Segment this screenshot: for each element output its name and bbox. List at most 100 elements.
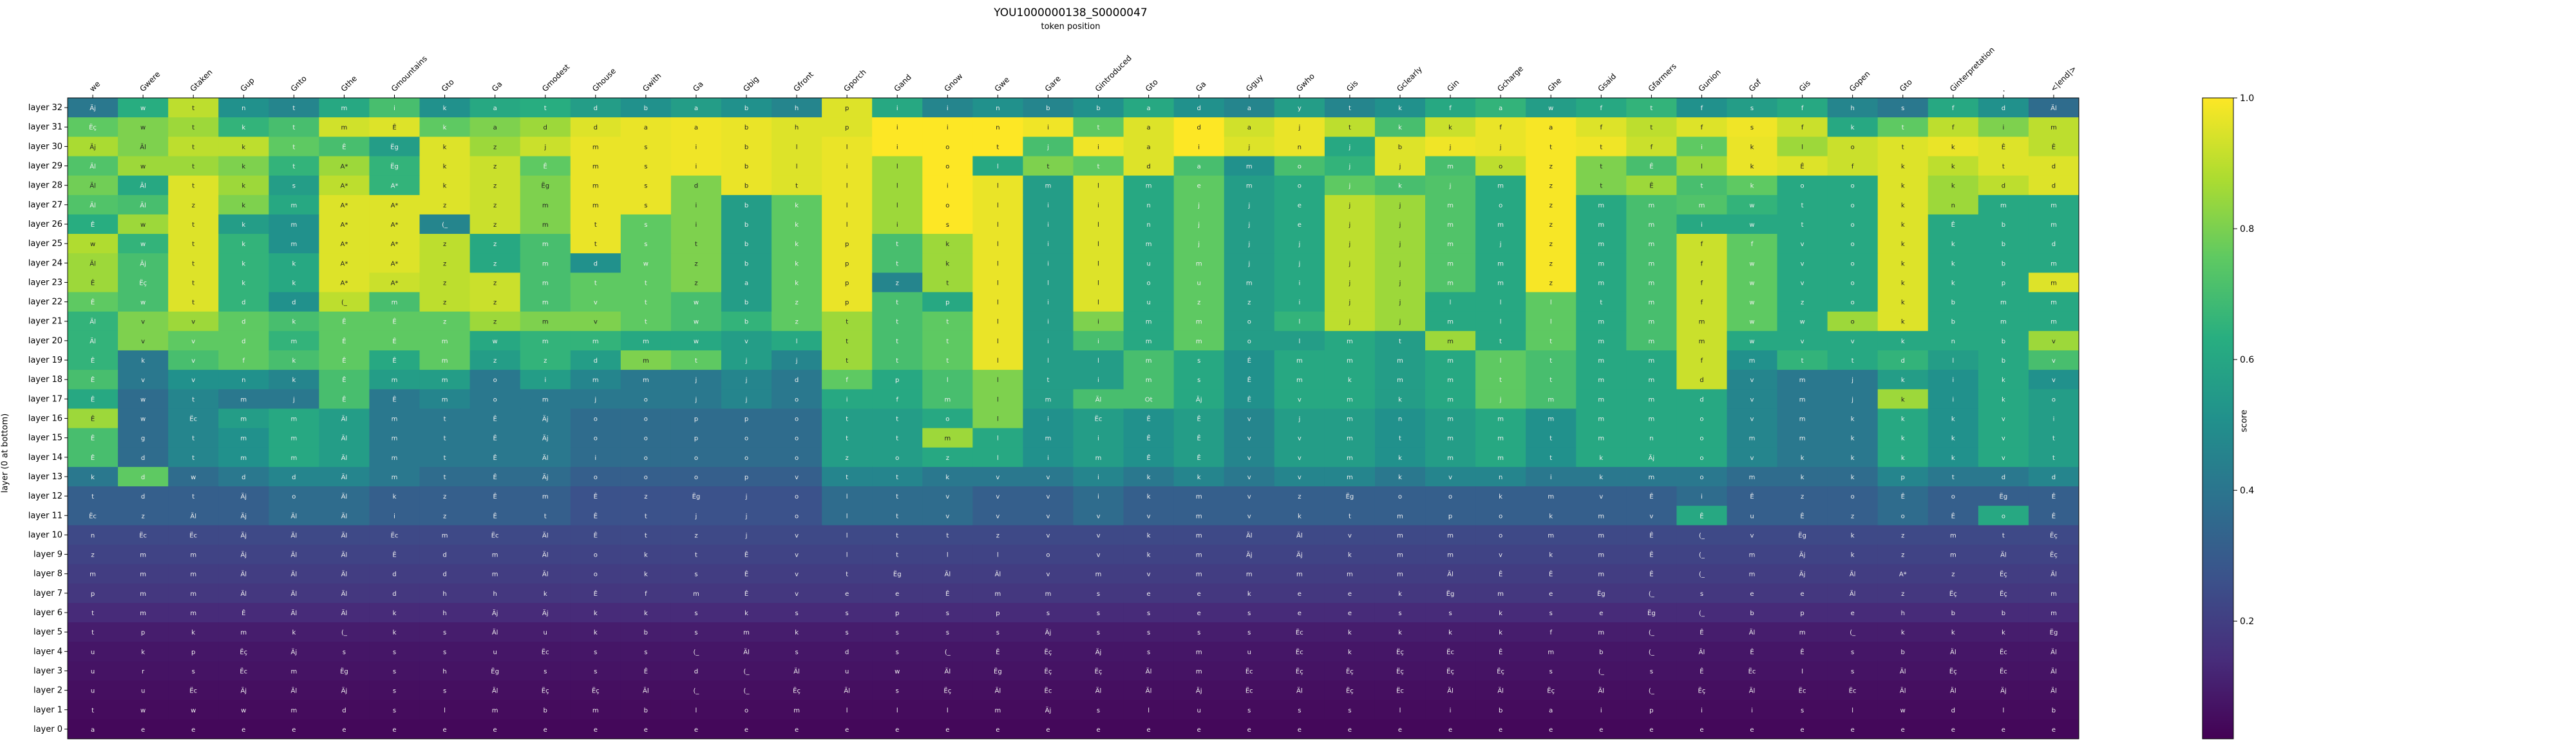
cell-label: v [141, 338, 145, 345]
cell-label: t [1499, 338, 1502, 345]
heatmap-cell [1224, 137, 1275, 157]
cell-label: o [594, 435, 598, 443]
cell-label: m [290, 338, 297, 345]
cell-label: Ëç [1949, 589, 1957, 598]
cell-label: m [1548, 493, 1554, 501]
heatmap-cell [1526, 98, 1577, 118]
cell-label: A* [391, 260, 399, 267]
cell-label: o [1247, 338, 1251, 345]
cell-label: a [1499, 105, 1502, 112]
cell-label: j [1247, 260, 1250, 267]
heatmap-cell [922, 370, 973, 390]
cell-label: k [1901, 164, 1905, 171]
cell-label: v [1801, 260, 1804, 267]
cell-label: Äj [240, 687, 247, 695]
cell-label: z [443, 319, 446, 326]
cell-label: l [1500, 319, 1502, 326]
heatmap-cell [1727, 214, 1778, 234]
cell-label: m [1598, 241, 1604, 248]
heatmap-cell [319, 253, 370, 273]
cell-label: j [1449, 183, 1452, 190]
cell-label: t [1650, 105, 1653, 112]
heatmap-cell [570, 137, 621, 157]
heatmap-cell [1978, 370, 2029, 390]
cell-label: w [1900, 707, 1906, 714]
cell-label: j [745, 493, 748, 501]
cell-label: m [442, 338, 448, 345]
heatmap-cell [772, 370, 822, 390]
cell-label: k [443, 183, 447, 190]
heatmap-cell [469, 195, 521, 215]
cell-label: t [896, 435, 898, 443]
heatmap-cell [469, 137, 521, 157]
cell-label: m [2050, 202, 2057, 209]
cell-label: j [1851, 396, 1853, 403]
heatmap-cell [68, 117, 118, 137]
heatmap-cell [670, 350, 722, 370]
cell-label: v [1599, 493, 1603, 501]
heatmap-cell [218, 117, 269, 137]
heatmap-cell [2028, 214, 2079, 234]
cell-label: m [1598, 202, 1604, 209]
cell-label: o [1247, 319, 1251, 326]
cell-label: s [1097, 707, 1100, 714]
heatmap-cell [1224, 234, 1275, 254]
heatmap-cell [1877, 389, 1929, 409]
heatmap-cell [269, 137, 319, 157]
cell-label: f [1701, 300, 1703, 307]
cell-label: t [1499, 377, 1502, 384]
heatmap-cell [419, 350, 471, 370]
cell-label: o [644, 455, 648, 462]
heatmap-cell [670, 175, 722, 196]
y-tick-label: layer 0 [33, 725, 62, 734]
heatmap-cell [419, 98, 471, 118]
cell-label: b [2052, 707, 2056, 714]
cell-label: Äj [492, 609, 498, 617]
y-tick-label: layer 28 [28, 181, 62, 191]
cell-label: m [1397, 358, 1403, 365]
heatmap-cell [1827, 234, 1879, 254]
cell-label: e [1298, 222, 1302, 229]
heatmap-cell [1676, 156, 1727, 176]
cell-label: (_ [1649, 649, 1655, 656]
colorbar-tick-label: 0.2 [2240, 616, 2254, 627]
cell-label: l [997, 241, 999, 248]
heatmap-cell [1777, 175, 1828, 196]
x-tick-label: . [1998, 86, 2007, 94]
cell-label: k [292, 377, 296, 384]
cell-label: m [442, 377, 448, 384]
cell-label: z [141, 513, 144, 520]
heatmap-cell [419, 234, 471, 254]
cell-label: k [1851, 474, 1855, 481]
cell-label: Äl [1497, 687, 1504, 695]
cell-label: o [493, 396, 497, 403]
cell-label: m [1648, 202, 1654, 209]
cell-label: j [1349, 164, 1351, 171]
heatmap-cell [822, 350, 873, 370]
cell-label: Ê [1750, 492, 1754, 501]
cell-label: a [1247, 124, 1251, 131]
colorbar-ticks: 0.20.40.60.81.0 [2233, 93, 2254, 627]
cell-label: j [1349, 144, 1351, 151]
cell-label: l [1852, 707, 1853, 714]
cell-label: l [2002, 707, 2004, 714]
cell-label: v [1247, 435, 1251, 443]
cell-label: a [493, 105, 497, 112]
cell-label: m [1196, 649, 1202, 656]
cell-label: o [644, 435, 648, 443]
y-tick-label: layer 14 [28, 453, 62, 463]
cell-label: Ëç [943, 687, 951, 695]
heatmap-cell [1827, 330, 1879, 351]
cell-label: t [192, 222, 194, 229]
cell-label: p [895, 377, 899, 384]
heatmap-cell [118, 117, 169, 137]
x-tick-label: Gto [1144, 77, 1160, 93]
heatmap-cell [218, 214, 269, 234]
cell-label: v [1750, 455, 1754, 462]
cell-label: k [292, 319, 296, 326]
cell-label: Ëc [1446, 647, 1454, 656]
cell-label: k [795, 280, 799, 287]
cell-label: p [744, 474, 748, 481]
cell-label: Ëç [1296, 667, 1303, 675]
cell-label: f [242, 358, 245, 365]
